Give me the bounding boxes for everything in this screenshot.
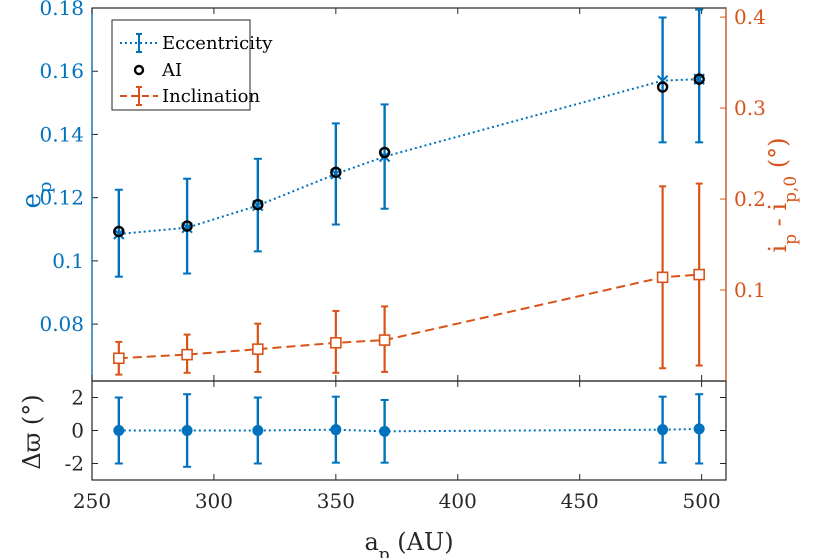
delta-varpi-line	[118, 427, 700, 433]
left-y-tick-label: 0.12	[39, 186, 84, 210]
inclination-line	[118, 273, 700, 360]
bottom-y-tick-label: 2	[71, 386, 84, 410]
x-axis-label: ap (AU)	[364, 528, 453, 558]
x-tick-label: 500	[683, 489, 721, 513]
delta-varpi-point	[330, 424, 342, 436]
delta-varpi-point	[113, 425, 125, 436]
inclination-point	[330, 336, 342, 349]
delta-varpi-point	[181, 425, 193, 436]
inclination-point	[656, 271, 669, 284]
inclination-point	[181, 348, 193, 361]
bottom-y-tick-label: -2	[65, 452, 84, 476]
delta-varpi-point	[693, 423, 705, 435]
inclination-point	[252, 343, 264, 355]
left-y-tick-label: 0.16	[39, 59, 84, 83]
ai-point	[181, 220, 193, 232]
legend-item: Inclination	[120, 86, 260, 107]
left-y-axis-label: ep	[17, 182, 56, 209]
right-y-tick-label: 0.1	[734, 278, 766, 302]
ai-point	[693, 73, 705, 85]
legend-label: Eccentricity	[162, 33, 273, 54]
delta-varpi-point	[252, 425, 264, 436]
inclination-point	[378, 334, 391, 346]
ai-point	[378, 146, 391, 159]
legend-swatch-marker	[133, 64, 145, 76]
delta-varpi-point	[657, 424, 669, 436]
x-tick-label: 300	[195, 489, 233, 513]
legend-label: Inclination	[162, 86, 260, 107]
ai-point	[330, 166, 342, 179]
ai-point	[113, 225, 125, 238]
legend-label: AI	[161, 60, 182, 81]
bottom-y-tick-label: 0	[71, 419, 84, 443]
inclination-point	[113, 352, 125, 365]
x-tick-label: 350	[317, 489, 355, 513]
left-y-tick-label: 0.08	[39, 312, 84, 336]
x-tick-label: 400	[439, 489, 477, 513]
inclination-point	[693, 268, 705, 281]
ai-point	[656, 81, 669, 93]
left-y-tick-label: 0.18	[39, 0, 84, 20]
chart-marks-layer: 0.08 0.1 0.12 0.14 0.16 0.18 0.1 0.2 0.3 0.4 250 30…	[17, 0, 801, 558]
delta-varpi-point	[379, 425, 391, 437]
x-tick-label: 450	[561, 489, 599, 513]
legend: Eccentricity AI Inclination	[111, 19, 273, 111]
right-y-tick-label: 0.4	[734, 5, 766, 29]
bottom-y-axis-label: Δϖ (°)	[18, 394, 46, 469]
right-y-axis-label: ip - ip,0 (°)	[764, 137, 801, 252]
left-y-tick-label: 0.14	[39, 122, 84, 146]
legend-item: Eccentricity	[120, 33, 273, 54]
x-tick-label: 250	[73, 489, 111, 513]
left-y-tick-label: 0.1	[52, 249, 84, 273]
ai-point	[252, 198, 264, 211]
right-y-tick-label: 0.2	[734, 187, 766, 211]
right-y-tick-label: 0.3	[734, 96, 766, 120]
legend-item: AI	[133, 60, 182, 81]
